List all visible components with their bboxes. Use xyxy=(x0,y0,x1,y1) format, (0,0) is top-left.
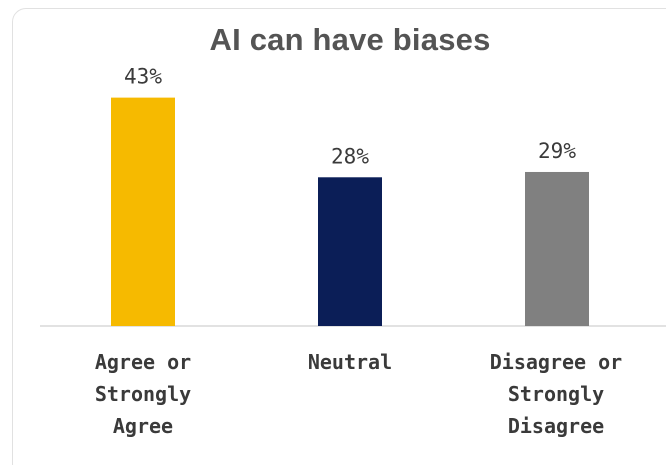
bar-disagree xyxy=(525,171,589,326)
data-label-agree: 43% xyxy=(124,65,162,89)
category-label-neutral: Neutral xyxy=(307,350,393,374)
data-label-disagree: 29% xyxy=(538,139,576,163)
category-label-disagree: Disagree or Strongly Disagree xyxy=(489,350,623,438)
category-label-agree: Agree or Strongly Agree xyxy=(94,350,192,438)
bar-agree xyxy=(111,97,175,326)
data-label-neutral: 28% xyxy=(331,144,369,168)
bar-neutral xyxy=(318,177,382,326)
chart-title: AI can have biases xyxy=(209,22,491,57)
